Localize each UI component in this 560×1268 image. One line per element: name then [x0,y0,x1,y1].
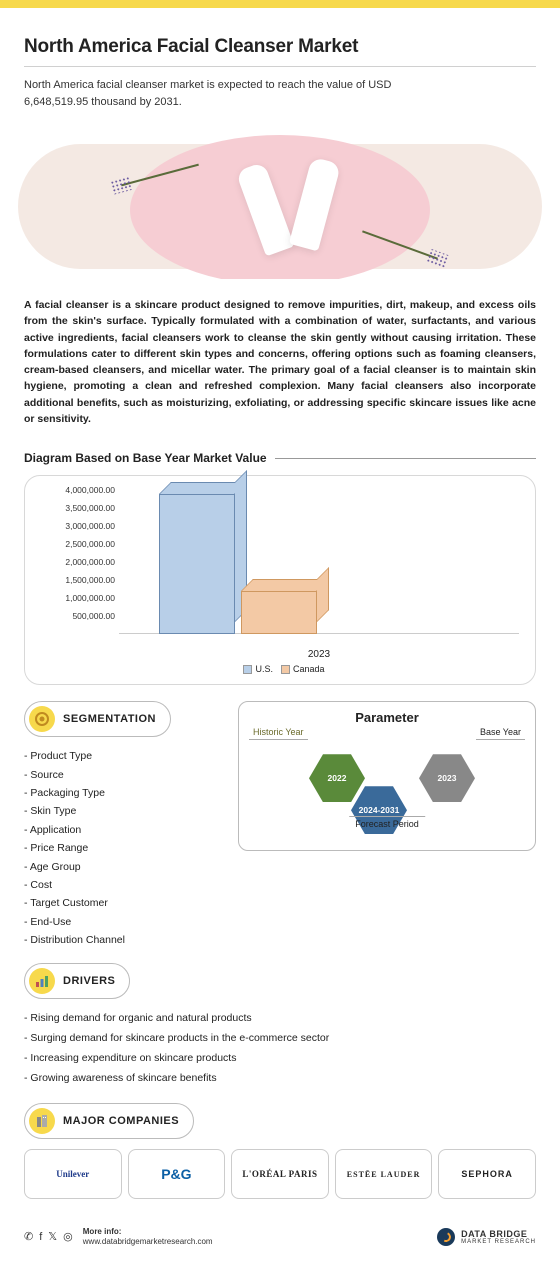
bar-U.S. [159,494,235,634]
chart-heading: Diagram Based on Base Year Market Value [0,451,560,465]
segmentation-list: Product TypeSourcePackaging TypeSkin Typ… [24,747,224,949]
footer-url: www.databridgemarketresearch.com [83,1237,213,1247]
accent-bar [0,0,560,8]
brand: DATA BRIDGE MARKET RESEARCH [437,1228,536,1246]
drivers-title: DRIVERS [63,975,115,987]
seg-item: Packaging Type [24,784,224,802]
target-icon [29,706,55,732]
bar-Canada [241,591,317,634]
bars-icon [29,968,55,994]
historic-label: Historic Year [249,727,308,740]
x-label: 2023 [308,649,330,660]
forecast-label: Forecast Period [349,816,425,829]
seg-item: Skin Type [24,802,224,820]
social-icons: ✆ f 𝕏 ◎ More info: www.databridgemarketr… [24,1227,213,1246]
seg-item: Age Group [24,858,224,876]
facebook-icon: f [39,1231,42,1243]
seg-item: Price Range [24,839,224,857]
y-tick: 2,000,000.00 [65,557,115,567]
drivers-list: Rising demand for organic and natural pr… [24,1009,536,1089]
instagram-icon: ◎ [63,1230,73,1243]
legend-item: Canada [273,664,325,674]
rule [24,66,536,67]
y-tick: 4,000,000.00 [65,485,115,495]
page: North America Facial Cleanser Market Nor… [0,0,560,1268]
twitter-icon: 𝕏 [48,1230,57,1243]
more-info-label: More info: [83,1227,213,1237]
driver-item: Rising demand for organic and natural pr… [24,1009,536,1029]
companies-title: MAJOR COMPANIES [63,1115,179,1127]
brand-sub: MARKET RESEARCH [461,1239,536,1245]
legend: U.S.Canada [41,664,519,674]
footer: ✆ f 𝕏 ◎ More info: www.databridgemarketr… [0,1217,560,1268]
whatsapp-icon: ✆ [24,1230,33,1243]
company-logo: Unilever [24,1149,122,1199]
y-tick: 2,500,000.00 [65,539,115,549]
historic-year: 2022 [328,773,347,783]
legend-item: U.S. [235,664,273,674]
y-tick: 3,000,000.00 [65,521,115,531]
seg-item: Application [24,821,224,839]
parameter-title: Parameter [249,710,525,725]
seg-item: Product Type [24,747,224,765]
seg-item: Distribution Channel [24,931,224,949]
driver-item: Surging demand for skincare products in … [24,1029,536,1049]
segmentation-block: SEGMENTATION Product TypeSourcePackaging… [24,701,224,949]
subtitle: North America facial cleanser market is … [24,77,424,110]
segmentation-head: SEGMENTATION [24,701,171,737]
driver-item: Growing awareness of skincare benefits [24,1069,536,1089]
page-title: North America Facial Cleanser Market [24,36,536,58]
chart: 2023 500,000.00 1,000,000.00 1,500,000.00 2… [24,475,536,685]
seg-item: Cost [24,876,224,894]
company-logo: ESTĒE LAUDER [335,1149,433,1199]
chart-title: Diagram Based on Base Year Market Value [24,451,267,465]
base-label: Base Year [476,727,525,740]
brand-name: DATA BRIDGE [461,1229,536,1239]
company-logo: L'ORÉAL PARIS [231,1149,329,1199]
seg-item: Target Customer [24,894,224,912]
companies-row: UnileverP&GL'ORÉAL PARISESTĒE LAUDERSEPH… [24,1149,536,1199]
driver-item: Increasing expenditure on skincare produ… [24,1049,536,1069]
header: North America Facial Cleanser Market Nor… [0,8,560,124]
description: A facial cleanser is a skincare product … [0,297,560,445]
y-tick: 500,000.00 [72,611,115,621]
building-icon [29,1108,55,1134]
company-logo: P&G [128,1149,226,1199]
seg-item: End-Use [24,913,224,931]
companies-head: MAJOR COMPANIES [24,1103,194,1139]
y-tick: 1,000,000.00 [65,593,115,603]
drivers-head: DRIVERS [24,963,130,999]
y-tick: 1,500,000.00 [65,575,115,585]
hero-image [0,134,560,279]
company-logo: SEPHORA [438,1149,536,1199]
parameter-card: Parameter Historic Year Base Year 2022 2… [238,701,536,851]
segmentation-title: SEGMENTATION [63,713,156,725]
drivers-block: DRIVERS Rising demand for organic and na… [0,963,560,1103]
y-tick: 3,500,000.00 [65,503,115,513]
seg-item: Source [24,766,224,784]
hex-diagram: 2022 2024-2031 2023 Forecast Period [249,744,525,829]
segmentation-row: SEGMENTATION Product TypeSourcePackaging… [0,701,560,963]
base-year: 2023 [438,773,457,783]
brand-logo-icon [437,1228,455,1246]
companies-block: MAJOR COMPANIES UnileverP&GL'ORÉAL PARIS… [0,1103,560,1217]
forecast-range: 2024-2031 [359,805,400,815]
